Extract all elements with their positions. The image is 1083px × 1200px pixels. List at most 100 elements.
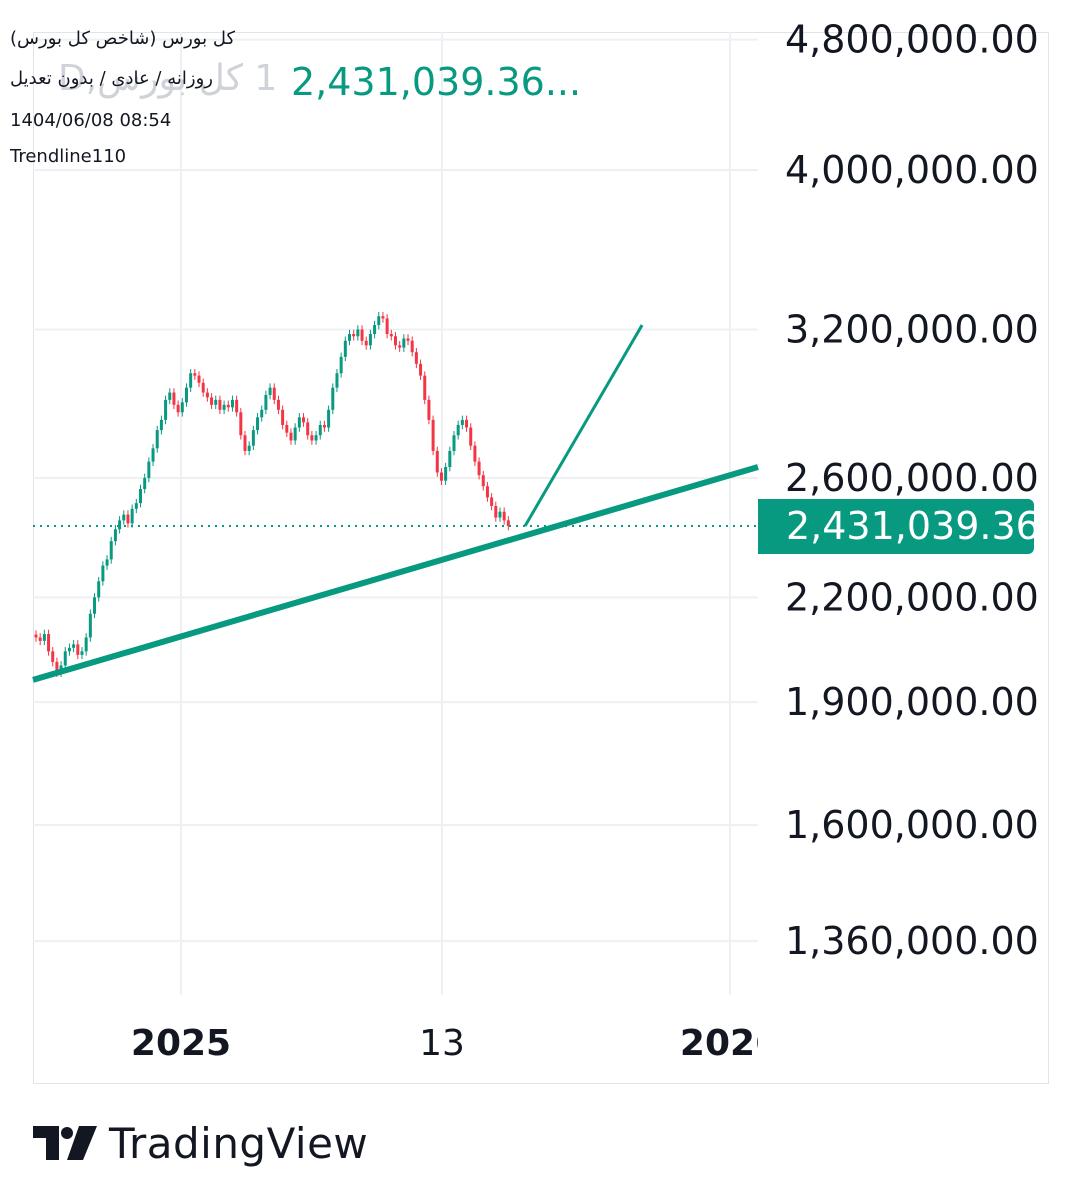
tradingview-logo-icon — [33, 1126, 97, 1160]
candle-body — [134, 503, 138, 509]
candle-body — [38, 637, 42, 641]
candle-body — [356, 329, 360, 337]
candle-body — [218, 399, 222, 410]
candle-body — [494, 505, 498, 518]
candle-body — [414, 352, 418, 364]
candle-body — [306, 422, 310, 436]
candle-body — [139, 489, 142, 504]
price-tick-label: 4,000,000.00 — [785, 148, 1039, 192]
candle-body — [256, 417, 260, 431]
candle-body — [164, 399, 168, 420]
candle-body — [268, 387, 272, 395]
candle-body — [72, 644, 76, 648]
candle-body — [398, 345, 402, 348]
price-tick-label: 1,360,000.00 — [785, 919, 1039, 963]
candle-body — [201, 382, 205, 393]
candle-body — [143, 477, 147, 490]
candle-body — [439, 472, 443, 481]
candle-body — [364, 340, 368, 346]
candle-body — [214, 399, 218, 405]
candle-body — [498, 511, 502, 518]
candles — [34, 311, 510, 677]
candle-body — [147, 461, 151, 478]
drawing-tool-label[interactable]: Trendline110 — [10, 146, 127, 167]
candle-body — [239, 412, 243, 436]
candle-body — [410, 340, 414, 353]
candle-body — [393, 336, 397, 346]
candle-body — [80, 651, 84, 655]
candle-body — [352, 333, 356, 337]
candle-body — [126, 514, 130, 524]
candle-body — [485, 486, 489, 498]
candle-body — [176, 404, 180, 413]
candle-body — [419, 363, 423, 376]
drawings — [32, 324, 759, 683]
candle-body — [105, 559, 109, 566]
candle-body — [281, 409, 285, 425]
candle-body — [168, 392, 172, 400]
candle-body — [97, 581, 101, 598]
candle-body — [385, 318, 389, 334]
candle-body — [481, 475, 485, 487]
candle-body — [477, 461, 481, 476]
candle-body — [235, 399, 239, 413]
candle-body — [318, 424, 322, 436]
candle-body — [406, 338, 410, 341]
candle-body — [260, 409, 264, 418]
candle-body — [63, 651, 67, 666]
candle-body — [302, 417, 306, 423]
candle-body — [93, 597, 97, 614]
candle-body — [435, 450, 439, 473]
price-tick-label: 1,600,000.00 — [785, 803, 1039, 847]
candle-body — [42, 634, 46, 641]
header-last-price: 2,431,039.36... — [291, 60, 582, 104]
candle-body — [113, 529, 117, 542]
candle-body — [452, 435, 456, 451]
candle-body — [506, 520, 510, 526]
candle-body — [180, 402, 184, 413]
candle-body — [465, 419, 469, 428]
candle-body — [473, 445, 477, 462]
candle-body — [331, 387, 335, 410]
chart-frame — [33, 32, 1049, 1084]
tradingview-watermark[interactable]: TradingView — [33, 1118, 368, 1168]
candle-body — [460, 419, 464, 425]
candle-body — [243, 435, 247, 451]
time-axis: 2025 13 2026 — [131, 1023, 758, 1064]
candle-body — [155, 430, 159, 449]
candle-body — [360, 329, 364, 341]
candle-body — [130, 508, 134, 524]
candle-body — [109, 541, 113, 560]
candle-body — [276, 399, 280, 410]
candle-body — [84, 637, 88, 652]
candle-body — [314, 435, 318, 441]
candle-body — [247, 445, 251, 451]
candle-body — [431, 419, 435, 451]
last-price-label: 2,431,039.36 — [758, 499, 1040, 554]
support-trendline — [32, 464, 759, 683]
projection-line — [523, 324, 644, 527]
symbol-watermark: 1 کل بورس,D — [58, 58, 278, 99]
candle-body — [101, 565, 105, 582]
price-axis: 4,800,000.00 4,000,000.00 3,200,000.00 2,60… — [785, 18, 1039, 964]
candle-body — [289, 432, 293, 441]
time-tick-label: 2025 — [131, 1023, 231, 1064]
candle-body — [368, 333, 372, 346]
chart-subtitle: روزانه / عادی / بدون تعدیل — [10, 68, 213, 89]
grid-lines — [33, 32, 758, 995]
candle-body — [251, 430, 255, 446]
chart-title: کل بورس (شاخص کل بورس) — [10, 28, 236, 49]
candle-body — [427, 399, 431, 420]
candle-body — [381, 316, 385, 319]
chart-timestamp: 1404/06/08 08:54 — [10, 110, 172, 131]
candle-body — [343, 340, 347, 357]
brand-name: TradingView — [109, 1118, 369, 1168]
candle-body — [327, 409, 331, 428]
price-tick-label: 2,600,000.00 — [785, 456, 1039, 500]
candle-body — [76, 644, 80, 655]
price-tick-label: 4,800,000.00 — [785, 18, 1039, 62]
price-tick-label: 2,200,000.00 — [785, 575, 1039, 619]
candle-body — [193, 373, 197, 376]
candle-body — [490, 497, 494, 506]
